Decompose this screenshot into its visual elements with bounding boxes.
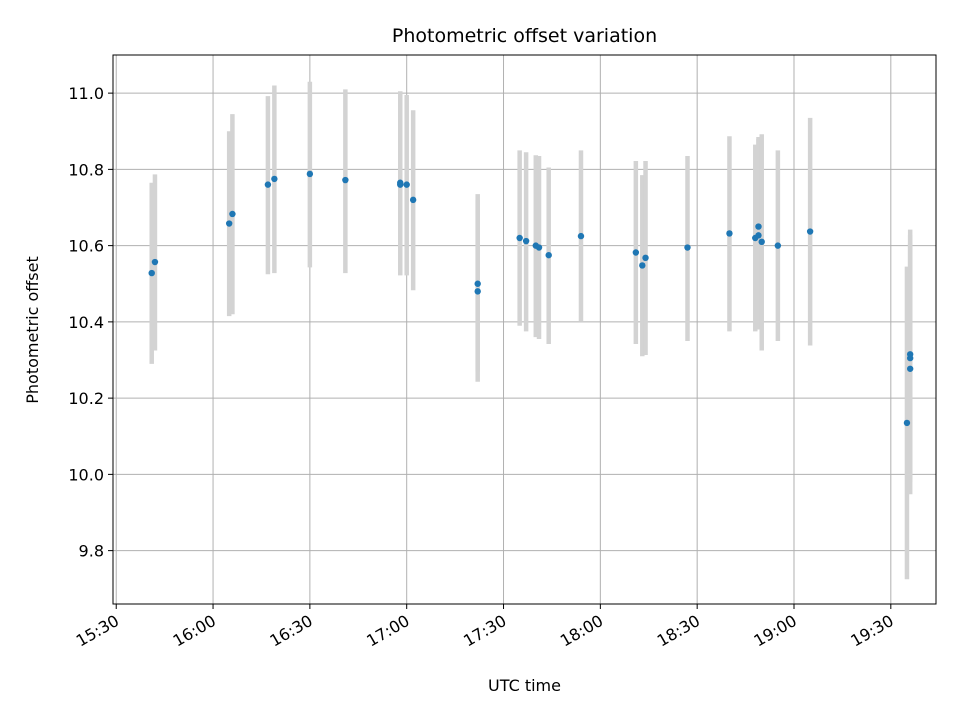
x-tick-label: 18:30 <box>654 611 703 651</box>
y-axis-label: Photometric offset <box>23 256 42 404</box>
data-point <box>148 269 155 277</box>
data-point <box>225 220 233 227</box>
chart-title: Photometric offset variation <box>392 25 657 47</box>
x-axis-ticks: 15:30 16:00 16:30 17:00 17:30 18:00 18:30 19:00… <box>73 604 897 651</box>
data-point <box>906 351 914 358</box>
data-point <box>151 258 159 266</box>
data-point <box>906 365 914 372</box>
data-point <box>342 176 349 184</box>
data-point <box>774 242 782 249</box>
y-axis-ticks: 9.8 10.0 10.2 10.4 10.6 10.8 11.0 <box>68 84 113 561</box>
x-tick-label: 19:00 <box>751 611 800 651</box>
y-tick-label: 10.8 <box>68 160 104 179</box>
y-tick-label: 10.0 <box>68 465 104 484</box>
x-axis-label: UTC time <box>488 676 561 695</box>
data-point <box>755 223 762 230</box>
x-tick-label: 15:30 <box>73 611 122 651</box>
data-point <box>229 210 236 218</box>
y-tick-label: 10.6 <box>68 237 104 256</box>
data-point <box>474 288 481 295</box>
data-point <box>577 232 585 240</box>
data-point <box>755 232 762 239</box>
data-point <box>535 244 543 251</box>
error-bars <box>149 81 913 580</box>
data-point <box>806 228 814 235</box>
data-point <box>306 170 314 178</box>
data-point <box>632 249 640 256</box>
x-tick-label: 17:30 <box>460 611 509 651</box>
data-point <box>403 181 410 188</box>
x-tick-label: 16:30 <box>266 611 315 651</box>
data-point <box>684 244 691 251</box>
y-tick-label: 11.0 <box>68 84 104 103</box>
data-point <box>516 234 523 242</box>
data-point <box>397 181 404 188</box>
x-tick-label: 17:00 <box>363 611 412 651</box>
data-point <box>758 238 765 246</box>
x-tick-label: 19:30 <box>847 611 896 651</box>
data-point <box>545 251 552 259</box>
data-point <box>903 419 911 427</box>
x-tick-label: 16:00 <box>170 611 219 651</box>
data-point <box>271 175 278 183</box>
x-tick-label: 18:00 <box>557 611 606 651</box>
data-point <box>522 237 530 245</box>
data-point <box>264 181 272 188</box>
data-point <box>642 254 649 262</box>
y-tick-label: 9.8 <box>79 542 104 561</box>
data-point <box>474 280 481 287</box>
plot-frame <box>112 54 937 605</box>
y-tick-label: 10.4 <box>68 313 104 332</box>
data-point <box>409 196 417 204</box>
y-tick-label: 10.2 <box>68 389 104 408</box>
data-point <box>639 262 646 269</box>
data-points <box>148 170 914 427</box>
data-point <box>726 230 733 237</box>
